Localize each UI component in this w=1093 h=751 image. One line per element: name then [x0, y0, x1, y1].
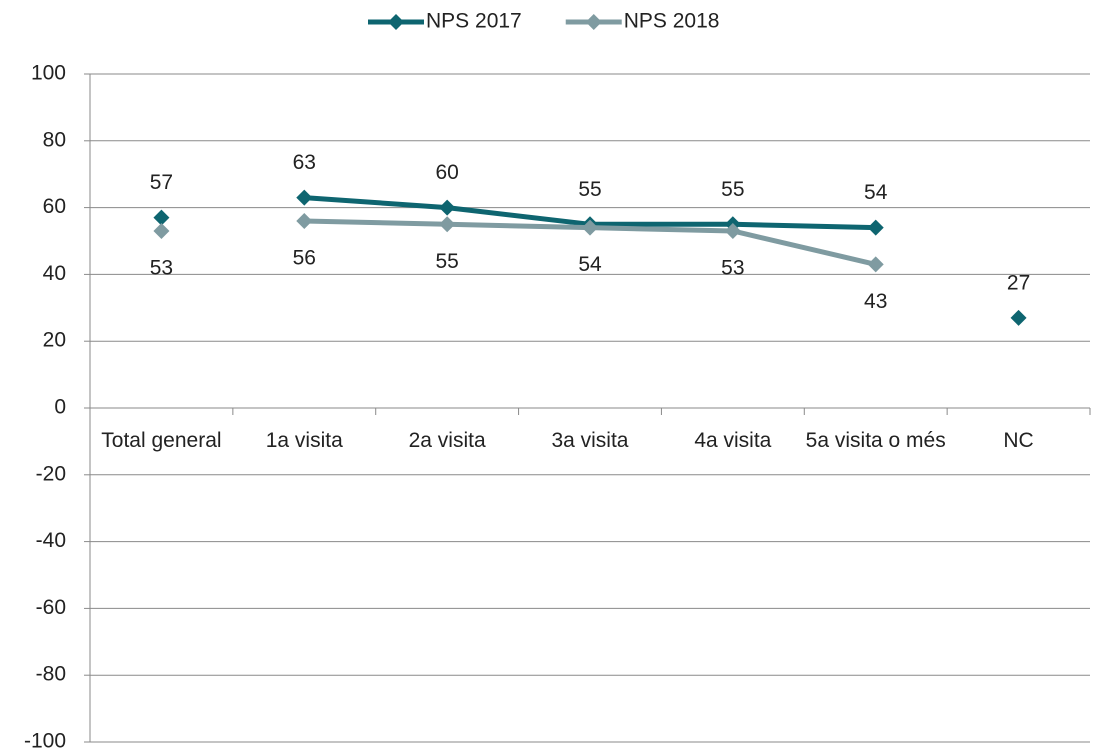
y-tick-label: 20 — [43, 329, 66, 352]
data-label: 27 — [1007, 271, 1030, 294]
x-tick-label: NC — [1003, 429, 1034, 452]
point — [439, 216, 456, 233]
data-label: 53 — [721, 257, 744, 280]
data-label: 57 — [150, 171, 173, 194]
x-tick-label: Total general — [101, 429, 222, 452]
data-label: 55 — [721, 178, 744, 201]
x-tick-label-box: Total general — [101, 429, 222, 452]
x-tick-label: 3a visita — [551, 429, 629, 452]
point — [867, 256, 884, 273]
x-tick-label: 1a visita — [265, 429, 343, 452]
point — [153, 222, 170, 239]
data-label: 60 — [435, 161, 458, 184]
legend-label: NPS 2017 — [426, 10, 522, 33]
x-tick-label-box: 3a visita — [551, 429, 629, 452]
legend-marker — [388, 14, 404, 30]
data-label: 63 — [293, 151, 316, 174]
y-tick-label: 0 — [54, 396, 66, 419]
x-tick-label: 2a visita — [408, 429, 486, 452]
y-tick-label: -60 — [36, 596, 66, 619]
point — [296, 189, 313, 206]
point — [724, 222, 741, 239]
y-tick-label: 80 — [43, 128, 66, 151]
data-label: 43 — [864, 290, 887, 313]
x-tick-label-box: NC — [1003, 429, 1034, 452]
point — [867, 219, 884, 236]
y-tick-label: 40 — [43, 262, 66, 285]
point — [153, 209, 170, 226]
x-tick-label-box: 2a visita — [408, 429, 486, 452]
x-tick-label: 5a visita o més — [805, 429, 946, 452]
data-label: 55 — [578, 178, 601, 201]
x-tick-label-box: 5a visita o més — [805, 429, 946, 452]
legend-label: NPS 2018 — [624, 10, 720, 33]
data-label: 54 — [578, 253, 602, 276]
x-tick-label-box: 1a visita — [265, 429, 343, 452]
x-tick-label: 4a visita — [694, 429, 772, 452]
data-label: 54 — [864, 181, 888, 204]
point — [296, 212, 313, 229]
data-label: 53 — [150, 257, 173, 280]
data-label: 55 — [435, 250, 458, 273]
y-tick-label: -20 — [36, 462, 66, 485]
y-tick-label: 100 — [31, 62, 66, 85]
y-tick-label: -100 — [24, 730, 66, 751]
legend-marker — [585, 14, 602, 30]
y-tick-label: -40 — [36, 529, 66, 552]
x-tick-label-box: 4a visita — [694, 429, 772, 452]
point — [439, 199, 456, 216]
y-tick-label: 60 — [43, 195, 66, 218]
data-label: 56 — [293, 247, 316, 270]
point — [582, 219, 598, 236]
y-tick-label: -80 — [36, 663, 66, 686]
point — [1010, 309, 1027, 326]
